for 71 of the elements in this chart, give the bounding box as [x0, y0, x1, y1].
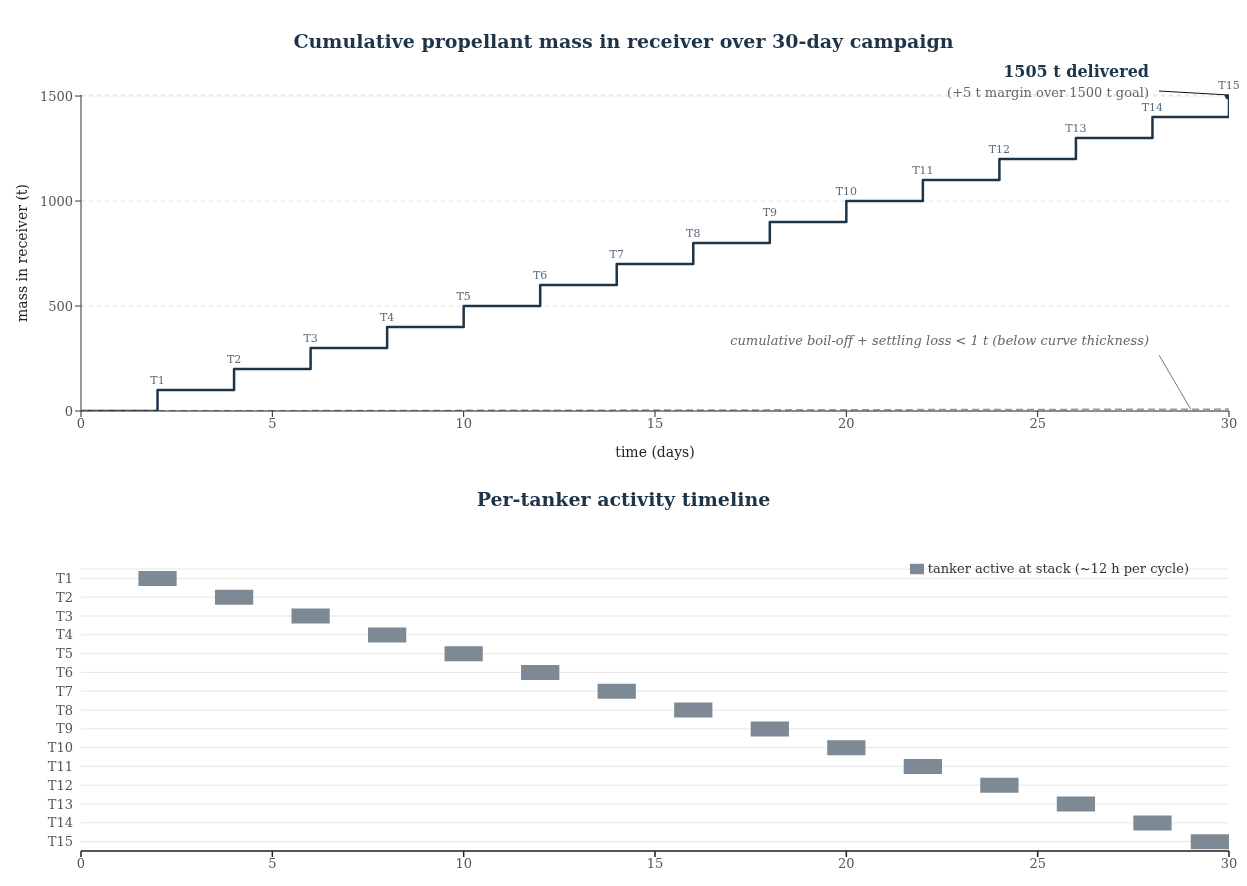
data-label: T10: [835, 185, 858, 199]
data-label: T8: [686, 227, 701, 241]
bar: [1190, 834, 1229, 850]
y-tick-label: 1500: [39, 88, 73, 104]
bar: [138, 571, 177, 586]
bar: [1133, 815, 1172, 831]
bar: [1056, 796, 1096, 812]
data-label: T12: [988, 143, 1011, 157]
bar: [214, 589, 254, 605]
y-tick-label: 0: [64, 403, 73, 419]
data-label: T4: [379, 311, 395, 325]
data-label: T2: [226, 353, 242, 367]
y-tick-label: T10: [47, 740, 73, 756]
y-tick-label: T11: [47, 759, 73, 775]
x-tick-label: 10: [455, 856, 472, 872]
bar: [291, 608, 330, 624]
x-tick-label: 0: [76, 416, 86, 432]
data-label: T5: [456, 290, 471, 304]
bar: [521, 665, 560, 680]
data-label: T14: [1141, 101, 1164, 115]
y-tick-label: T3: [56, 608, 73, 624]
y-tick-label: T14: [47, 815, 73, 831]
y-tick-label: T15: [47, 834, 73, 850]
data-label: T7: [609, 248, 624, 262]
bar: [674, 702, 713, 718]
x-tick-label: 25: [1029, 416, 1046, 432]
y-tick-label: T13: [47, 796, 73, 812]
annotation: cumulative boil-off + settling loss < 1 t (below curve thickness): [730, 333, 1149, 348]
x-tick-label: 5: [268, 416, 277, 432]
y-tick-label: 1000: [39, 193, 73, 209]
x-tick-label: 10: [455, 416, 472, 432]
y-tick-label: T4: [56, 627, 73, 643]
y-tick-label: T8: [56, 702, 73, 718]
x-tick-label: 25: [1029, 856, 1046, 872]
x-tick-label: 0: [76, 856, 86, 872]
x-tick-label: 5: [268, 856, 277, 872]
y-tick-label: T5: [56, 646, 73, 662]
y-tick-label: T12: [47, 777, 73, 793]
x-tick-label: 30: [1220, 416, 1238, 432]
y-tick-label: T2: [56, 589, 73, 605]
annotation: (+5 t margin over 1500 t goal): [947, 85, 1149, 100]
data-label: T9: [762, 206, 777, 220]
x-tick-label: 30: [1220, 856, 1238, 872]
x-tick-label: 20: [838, 416, 855, 432]
data-label: T3: [303, 332, 318, 346]
data-label: T15: [1218, 79, 1240, 92]
y-tick-label: 500: [48, 298, 73, 314]
chart-title: Per-tanker activity timeline: [475, 488, 772, 510]
bar: [980, 777, 1019, 793]
x-tick-label: 15: [646, 416, 664, 432]
y-tick-label: T9: [56, 721, 73, 737]
x-tick-label: 15: [646, 856, 664, 872]
data-label: T1: [150, 374, 165, 387]
y-tick-label: T6: [56, 665, 73, 681]
y-tick-label: T1: [56, 571, 73, 587]
chart-title: Cumulative propellant mass in receiver over 30-day campaign: [292, 30, 955, 52]
x-axis-title: time (days): [615, 444, 695, 460]
bar: [827, 740, 866, 756]
data-label: T11: [912, 164, 934, 178]
y-tick-label: T7: [56, 683, 73, 699]
x-tick-label: 20: [838, 856, 855, 872]
y-axis-title: mass in receiver (t): [13, 184, 30, 322]
data-label: T6: [533, 269, 548, 283]
bar: [903, 759, 942, 774]
bar: [444, 646, 483, 662]
bar: [597, 683, 636, 699]
legend-label: tanker active at stack (~12 h per cycle): [927, 561, 1189, 576]
bar: [368, 627, 407, 643]
data-label: T13: [1065, 122, 1087, 136]
bar: [750, 721, 789, 737]
text: 1505 t delivered: [1003, 62, 1149, 81]
